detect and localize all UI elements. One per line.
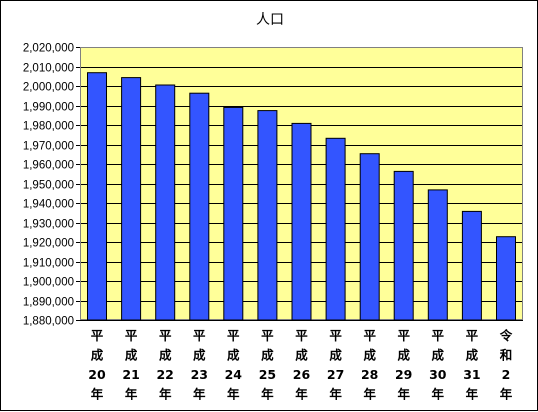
x-tick-label: 年 [295, 387, 308, 402]
x-tick-label: 成 [397, 348, 410, 363]
x-tick-label: 年 [91, 387, 104, 402]
x-tick-label: 20 [88, 367, 106, 382]
x-tick-label: 2 [502, 367, 511, 382]
bar [496, 236, 516, 321]
y-tick-label: 1,960,000 [23, 160, 74, 172]
bar [427, 189, 448, 321]
y-tick-label: 1,880,000 [23, 316, 74, 328]
x-tick-label: 成 [329, 348, 342, 363]
x-tick-label: 成 [227, 348, 240, 363]
x-tick-label: 平 [466, 328, 479, 343]
x-tick-label: 平 [397, 328, 410, 343]
bar [155, 84, 176, 321]
x-tick-label: 26 [293, 367, 311, 382]
bar [393, 170, 414, 321]
x-tick-label: 29 [395, 367, 412, 382]
x-tick-label: 年 [193, 387, 206, 402]
x-tick-label: 平 [363, 328, 376, 343]
x-tick-label: 年 [432, 387, 445, 402]
x-tick-label: 平 [159, 328, 172, 343]
x-tick-label: 25 [259, 367, 276, 382]
x-tick-label: 平 [193, 328, 206, 343]
x-tick-label: 年 [500, 387, 513, 402]
y-tick-label: 1,920,000 [23, 238, 74, 250]
x-tick-label: 22 [156, 367, 173, 382]
y-tick-label: 1,930,000 [23, 219, 74, 231]
x-tick-label: 平 [261, 328, 274, 343]
bar [359, 153, 380, 321]
y-tick-label: 1,950,000 [23, 180, 74, 192]
x-tick-label: 年 [227, 387, 240, 402]
y-tick-label: 1,910,000 [23, 258, 74, 270]
bar [223, 106, 244, 321]
x-tick-label: 平 [91, 328, 104, 343]
bar [325, 137, 346, 321]
x-tick-label: 年 [363, 387, 376, 402]
bar [189, 92, 210, 321]
x-tick-label: 年 [159, 387, 172, 402]
bar [461, 210, 482, 321]
x-tick-label: 24 [225, 367, 243, 382]
x-tick-label: 平 [295, 328, 308, 343]
y-tick-label: 2,020,000 [23, 43, 74, 55]
x-tick-label: 成 [159, 348, 172, 363]
x-tick-label: 成 [432, 348, 445, 363]
x-tick-label: 21 [122, 367, 139, 382]
x-tick-label: 年 [397, 387, 410, 402]
x-tick-label: 年 [125, 387, 138, 402]
x-tick-label: 28 [361, 367, 378, 382]
x-tick-label: 31 [463, 367, 480, 382]
bar [291, 122, 312, 321]
x-tick-label: 平 [227, 328, 240, 343]
bar [87, 72, 107, 321]
x-tick-label: 年 [261, 387, 274, 402]
y-tick-label: 2,000,000 [23, 82, 74, 94]
x-tick-label: 年 [466, 387, 479, 402]
x-tick-label: 年 [329, 387, 342, 402]
x-tick-label: 和 [499, 348, 513, 363]
chart-title: 人口 [256, 12, 284, 28]
x-tick-label: 27 [327, 367, 344, 382]
y-tick-label: 2,010,000 [23, 63, 74, 75]
y-tick-label: 1,900,000 [23, 277, 74, 289]
y-tick-label: 1,990,000 [23, 102, 74, 114]
x-tick-label: 成 [261, 348, 274, 363]
y-tick-label: 1,980,000 [23, 121, 74, 133]
x-tick-label: 成 [295, 348, 308, 363]
x-tick-label: 平 [329, 328, 342, 343]
x-tick-label: 平 [125, 328, 138, 343]
x-tick-label: 成 [91, 348, 104, 363]
x-tick-label: 23 [191, 367, 208, 382]
y-tick-label: 1,890,000 [23, 297, 74, 309]
bar [257, 110, 278, 321]
x-tick-label: 30 [429, 367, 447, 382]
x-tick-label: 成 [193, 348, 206, 363]
x-tick-label: 令 [499, 328, 513, 343]
x-tick-label: 成 [363, 348, 376, 363]
bar [121, 77, 142, 321]
y-tick-label: 1,970,000 [23, 141, 74, 153]
x-tick-label: 成 [125, 348, 138, 363]
x-tick-label: 平 [432, 328, 445, 343]
y-tick-label: 1,940,000 [23, 199, 74, 211]
x-tick-label: 成 [466, 348, 479, 363]
